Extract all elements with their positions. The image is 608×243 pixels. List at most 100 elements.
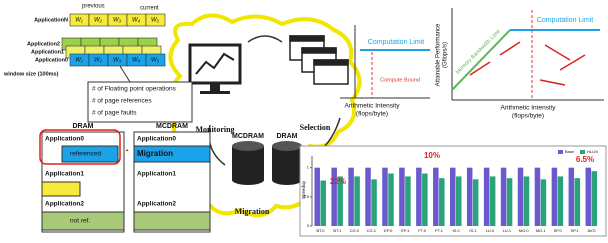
annotation: 22% xyxy=(330,177,346,186)
window-label: W₂ xyxy=(94,58,103,64)
window-label: W₃ xyxy=(113,18,122,24)
x-tick-label: CG.1 xyxy=(367,228,377,233)
dram-row: not ref. xyxy=(70,218,90,225)
figure: previous current ApplicationN W₁ W₂ W₃ W₄ W₅ App… xyxy=(3,4,607,237)
x-tick-label: MG.0 xyxy=(519,228,530,233)
app-label: ApplicationN xyxy=(34,17,68,23)
window-label: W₅ xyxy=(151,18,160,24)
metric-item: # of Floating point operations xyxy=(92,86,177,93)
metric-item: # of page faults xyxy=(92,110,137,117)
x-tick-label: BT.1 xyxy=(333,228,342,233)
bar xyxy=(506,178,513,226)
label: DRAM xyxy=(73,123,94,130)
y-tick-label: 0.5 xyxy=(303,194,309,199)
app-label: Application1 xyxy=(31,49,64,55)
label: previous xyxy=(82,4,105,10)
bar xyxy=(365,167,371,226)
bar xyxy=(320,180,326,226)
window-box xyxy=(145,53,166,67)
label: Attainable Performance xyxy=(436,23,442,86)
cylinder-label: DRAM xyxy=(277,133,298,140)
bar xyxy=(517,167,524,226)
memory-cylinders xyxy=(232,141,302,185)
x-tick-label: CG.0 xyxy=(350,228,360,233)
y-tick-label: 0 xyxy=(307,223,310,228)
metrics-box xyxy=(87,81,193,123)
bar xyxy=(371,179,377,226)
x-tick-label: BT.0 xyxy=(316,228,325,233)
app-label: Application0 xyxy=(35,57,68,63)
bar xyxy=(540,179,547,226)
bar xyxy=(348,167,354,226)
window-label: W₅ xyxy=(151,58,160,64)
roofline-left-axes xyxy=(340,25,430,99)
callout-line xyxy=(119,65,131,83)
x-tick-label: SP.1 xyxy=(571,228,580,233)
bar xyxy=(483,167,490,226)
bar xyxy=(331,167,337,226)
label: current xyxy=(140,6,159,12)
label: (flops/byte) xyxy=(512,113,544,120)
cylinder-label: MCDRAM xyxy=(232,133,264,140)
label: Computation Limit xyxy=(368,39,424,46)
bar xyxy=(456,176,462,226)
label: MCDRAM xyxy=(156,123,188,130)
memory-columns xyxy=(39,129,211,233)
annotation: 6.5% xyxy=(576,155,594,164)
bar xyxy=(354,176,360,226)
window-box xyxy=(145,13,166,27)
bar xyxy=(433,167,439,226)
mcdram-row: Application0 xyxy=(137,136,176,143)
bar xyxy=(337,176,343,226)
label: Computation Limit xyxy=(537,17,593,24)
bar xyxy=(523,176,530,226)
x-tick-label: EP.0 xyxy=(384,228,393,233)
y-tick-label: 1 xyxy=(307,165,310,170)
annotation: 10% xyxy=(424,151,440,160)
mcdram-row: Application2 xyxy=(137,201,176,208)
bar xyxy=(568,167,575,226)
window-label: W₁ xyxy=(75,58,83,64)
legend-swatch xyxy=(580,150,585,154)
x-tick-label: FT.0 xyxy=(418,228,427,233)
x-tick-label: EP.1 xyxy=(401,228,410,233)
x-tick-label: SP.0 xyxy=(554,228,563,233)
stage-label: Selection xyxy=(300,123,331,132)
bar xyxy=(388,173,394,226)
legend-label: HLLM xyxy=(587,149,598,154)
dram-row: Application2 xyxy=(45,201,84,208)
window-label: W₄ xyxy=(132,58,141,64)
bar xyxy=(591,171,598,226)
dram-row: Application1 xyxy=(45,171,84,178)
bar xyxy=(416,167,422,226)
label: window size (100ms) xyxy=(3,71,59,77)
roofline-right-axes xyxy=(451,8,604,101)
stage-label: Monitoring xyxy=(195,125,234,134)
label: (Gflops/s) xyxy=(443,42,449,68)
mcdram-row: Application1 xyxy=(137,171,176,178)
bar xyxy=(500,167,507,226)
x-tick-label: IS.0 xyxy=(452,228,460,233)
bar xyxy=(585,167,592,226)
monitor-icon xyxy=(188,43,242,94)
app-label: Application2 xyxy=(27,41,60,47)
x-tick-label: LU.0 xyxy=(486,228,495,233)
dram-row: Application0 xyxy=(45,136,84,143)
metric-item: # of page references xyxy=(92,98,152,105)
bar xyxy=(314,167,320,226)
bar xyxy=(439,178,445,226)
windows-icon xyxy=(289,35,349,85)
label: Compute Bound xyxy=(380,77,420,83)
bar xyxy=(450,167,456,226)
x-tick-label: IS.1 xyxy=(469,228,477,233)
legend-label: Base xyxy=(565,149,575,154)
dram-row: referenced xyxy=(70,151,101,158)
bar xyxy=(574,178,581,226)
window-label: W₁ xyxy=(75,18,83,24)
mcdram-row: Migration xyxy=(137,149,173,158)
window-label: W₃ xyxy=(113,58,122,64)
label: Arithmetic Intensity xyxy=(501,105,557,112)
window-label: W₂ xyxy=(94,18,103,24)
label: (flops/byte) xyxy=(356,111,388,118)
bar xyxy=(399,167,405,226)
